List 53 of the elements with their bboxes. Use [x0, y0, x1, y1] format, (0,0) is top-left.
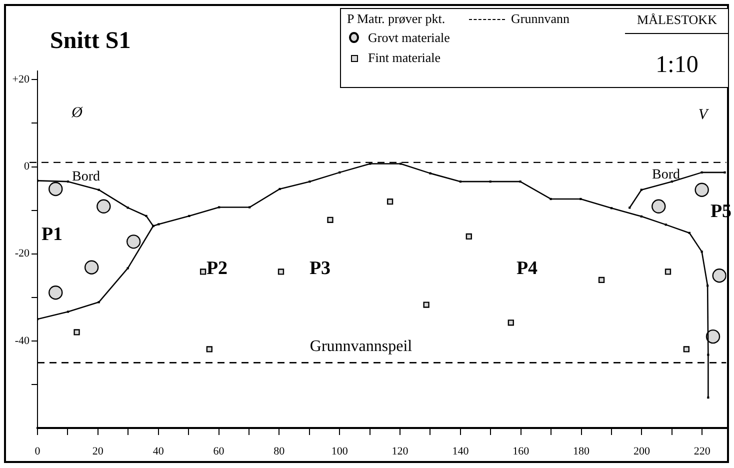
x-tick-label: 40 — [152, 445, 164, 458]
annotation: P1 — [41, 224, 63, 245]
y-tick-label: +20 — [12, 74, 30, 86]
y-tick-label: -40 — [14, 334, 30, 347]
point — [386, 198, 394, 205]
point — [206, 346, 212, 352]
legend-label: Fint materiale — [368, 50, 441, 65]
point — [48, 182, 63, 196]
y-tick-label: -20 — [14, 248, 30, 260]
annotation: P4 — [516, 258, 538, 279]
x-tick-label: 140 — [452, 445, 470, 458]
point — [508, 320, 514, 326]
scale-box: MÅLESTOKK 1:10 — [625, 8, 729, 88]
point — [694, 182, 709, 197]
x-tick-label: 0 — [34, 445, 41, 458]
annotation: P2 — [206, 258, 228, 279]
x-tick-label: 100 — [331, 445, 348, 458]
point — [598, 276, 605, 284]
x-tick-label: 160 — [512, 445, 530, 458]
point — [84, 260, 99, 274]
annotation: Bord — [652, 168, 680, 183]
legend-label: Grovt materiale — [368, 30, 450, 45]
annotation: Bord — [72, 170, 100, 185]
point — [278, 268, 284, 275]
annotation: Grunnvannspeil — [310, 338, 413, 356]
point — [74, 329, 80, 336]
point — [200, 268, 206, 275]
x-tick-label: 220 — [694, 445, 711, 458]
x-tick-label: 80 — [274, 445, 286, 458]
x-tick-label: 20 — [92, 445, 104, 458]
text: P Matr. prøver pkt. — [347, 11, 446, 26]
point — [327, 216, 334, 223]
annotation: V — [698, 106, 710, 123]
y-tick-label: 0 — [24, 160, 30, 173]
point — [664, 268, 672, 275]
annotation: P3 — [309, 258, 331, 279]
point — [683, 346, 690, 352]
point — [48, 286, 63, 300]
chart-title: Snitt S1 — [50, 28, 131, 55]
annotation: 1:10 — [654, 52, 700, 78]
point — [706, 329, 720, 344]
annotation: Ø — [70, 104, 84, 121]
x-tick-label: 180 — [573, 445, 590, 458]
point — [466, 233, 472, 240]
point — [96, 199, 111, 214]
x-tick-label: 200 — [633, 445, 650, 458]
point — [652, 199, 666, 214]
legend-label: Grunnvann — [511, 11, 570, 26]
point — [423, 302, 430, 308]
x-tick-label: 120 — [392, 445, 409, 458]
x-tick-label: 60 — [213, 445, 225, 458]
point — [712, 268, 726, 283]
point — [126, 234, 141, 249]
